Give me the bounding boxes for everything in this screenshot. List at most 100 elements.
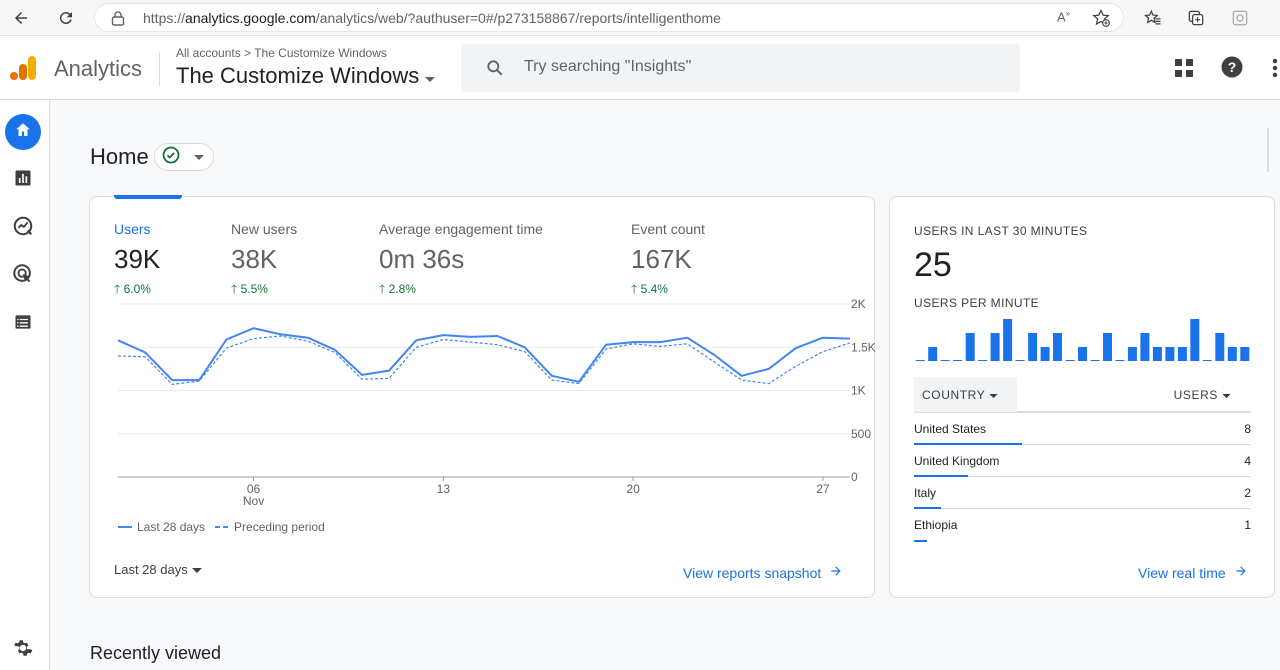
lock-icon[interactable] bbox=[111, 10, 125, 31]
chart-legend: Last 28 days Preceding period bbox=[118, 520, 325, 534]
search-icon bbox=[485, 58, 505, 83]
metric-event-count[interactable]: Event count 167K 🡑 5.4% bbox=[631, 221, 705, 301]
legend-label: Preceding period bbox=[234, 520, 325, 534]
minute-bar bbox=[1115, 360, 1125, 361]
dropdown-arrow-icon bbox=[191, 562, 202, 577]
settings-icon bbox=[12, 637, 34, 664]
column-label: USERS bbox=[1173, 388, 1218, 402]
date-range-label: Last 28 days bbox=[114, 562, 188, 577]
back-icon[interactable] bbox=[8, 5, 34, 31]
metric-value: 167K bbox=[631, 244, 692, 274]
page-title: Home bbox=[90, 144, 149, 169]
legend-swatch-dashed bbox=[215, 526, 230, 528]
collections-icon[interactable] bbox=[1183, 5, 1209, 31]
favorites-icon[interactable] bbox=[1140, 5, 1166, 31]
breadcrumb[interactable]: All accounts > The Customize Windows bbox=[176, 46, 387, 60]
account-selector[interactable]: The Customize Windows bbox=[176, 63, 436, 89]
y-tick-label: 500 bbox=[851, 427, 871, 441]
minute-bar bbox=[978, 360, 988, 361]
metric-engagement-time[interactable]: Average engagement time 0m 36s 🡑 2.8% bbox=[379, 221, 543, 301]
table-row[interactable]: United States 8 bbox=[914, 413, 1251, 445]
more-vert-icon[interactable] bbox=[1272, 58, 1278, 83]
country-name: United States bbox=[914, 422, 987, 436]
series-line-preceding-period bbox=[117, 335, 851, 386]
search-input[interactable]: Try searching "Insights" bbox=[461, 44, 1020, 92]
metric-delta: 🡑 5.5% bbox=[231, 282, 268, 296]
view-real-time-link[interactable]: View real time bbox=[1138, 564, 1248, 581]
minute-bar bbox=[1215, 333, 1225, 361]
minute-bar bbox=[1090, 360, 1100, 361]
realtime-card: USERS IN LAST 30 MINUTES 25 USERS PER MI… bbox=[889, 196, 1275, 598]
share-bar bbox=[914, 443, 1022, 445]
help-icon[interactable]: ? bbox=[1221, 56, 1243, 83]
browser-toolbar: https://analytics.google.com/analytics/w… bbox=[0, 0, 1280, 36]
explore-icon bbox=[12, 215, 34, 242]
country-users: 8 bbox=[1244, 422, 1251, 436]
metric-delta: 🡑 5.4% bbox=[631, 282, 668, 296]
nav-home[interactable] bbox=[5, 114, 41, 150]
arrow-up-icon: 🡑 bbox=[631, 282, 641, 296]
extension-icon[interactable] bbox=[1227, 5, 1253, 31]
table-row[interactable]: United Kingdom 4 bbox=[914, 445, 1251, 477]
metric-delta: 🡑 6.0% bbox=[114, 282, 151, 296]
minute-bar bbox=[1040, 347, 1050, 361]
address-bar[interactable]: https://analytics.google.com/analytics/w… bbox=[94, 3, 1124, 32]
view-reports-snapshot-link[interactable]: View reports snapshot bbox=[683, 564, 843, 581]
data-status-chip[interactable] bbox=[154, 143, 214, 171]
realtime-title: USERS IN LAST 30 MINUTES bbox=[914, 224, 1088, 238]
y-tick-label: 1.5K bbox=[851, 340, 876, 354]
minute-bar bbox=[1165, 347, 1175, 361]
share-bar bbox=[914, 507, 941, 509]
svg-text:?: ? bbox=[1228, 59, 1237, 75]
minute-bar bbox=[965, 333, 975, 361]
table-row[interactable]: Ethiopia 1 bbox=[914, 509, 1251, 542]
link-label: View real time bbox=[1138, 564, 1226, 581]
nav-explore[interactable] bbox=[5, 210, 41, 246]
country-users: 1 bbox=[1244, 518, 1251, 532]
y-tick-label: 2K bbox=[851, 297, 866, 311]
url-text[interactable]: https://analytics.google.com/analytics/w… bbox=[143, 10, 721, 26]
favorite-add-icon[interactable] bbox=[1091, 8, 1111, 33]
check-circle-icon bbox=[162, 146, 180, 169]
search-placeholder: Try searching "Insights" bbox=[524, 58, 692, 75]
minute-bar bbox=[1065, 360, 1075, 361]
recently-viewed-heading: Recently viewed bbox=[90, 643, 222, 663]
table-row[interactable]: Italy 2 bbox=[914, 477, 1251, 509]
reload-icon[interactable] bbox=[53, 5, 79, 31]
users-per-minute-chart[interactable] bbox=[914, 313, 1251, 363]
series-line-last-28-days bbox=[117, 327, 851, 383]
minute-bar bbox=[1127, 347, 1137, 361]
nav-configure[interactable] bbox=[5, 306, 41, 342]
account-title: The Customize Windows bbox=[176, 63, 420, 88]
date-range-select[interactable]: Last 28 days bbox=[114, 562, 202, 577]
apps-grid-icon[interactable] bbox=[1174, 58, 1194, 83]
column-country[interactable]: COUNTRY bbox=[914, 377, 1017, 412]
arrow-up-icon: 🡑 bbox=[379, 282, 389, 296]
overview-card: Users 39K 🡑 6.0% New users 38K 🡑 5.5% Av… bbox=[89, 195, 876, 598]
minute-bar bbox=[928, 347, 938, 361]
column-users[interactable]: USERS bbox=[1174, 388, 1231, 402]
metric-label: Event count bbox=[631, 221, 705, 237]
analytics-logo[interactable] bbox=[9, 54, 37, 82]
metric-users[interactable]: Users 39K 🡑 6.0% bbox=[114, 221, 160, 301]
minute-bar bbox=[1190, 319, 1200, 361]
arrow-right-icon bbox=[1234, 564, 1248, 581]
column-label: COUNTRY bbox=[922, 387, 986, 402]
nav-reports[interactable] bbox=[5, 162, 41, 198]
read-aloud-icon[interactable]: A» bbox=[1057, 9, 1071, 25]
minute-bar bbox=[1152, 347, 1162, 361]
nav-admin[interactable] bbox=[5, 632, 41, 668]
nav-advertising[interactable] bbox=[5, 258, 41, 294]
country-users: 4 bbox=[1244, 454, 1251, 468]
minute-bar bbox=[1053, 333, 1062, 361]
scrollbar[interactable] bbox=[1267, 128, 1269, 172]
country-name: Italy bbox=[914, 486, 937, 500]
metric-new-users[interactable]: New users 38K 🡑 5.5% bbox=[231, 221, 297, 301]
y-tick-label: 0 bbox=[851, 470, 858, 484]
app-name: Analytics bbox=[54, 56, 143, 81]
arrow-right-icon bbox=[829, 564, 843, 581]
dropdown-arrow-icon bbox=[1222, 388, 1231, 402]
configure-icon bbox=[13, 312, 33, 337]
minute-bar bbox=[1078, 347, 1087, 361]
